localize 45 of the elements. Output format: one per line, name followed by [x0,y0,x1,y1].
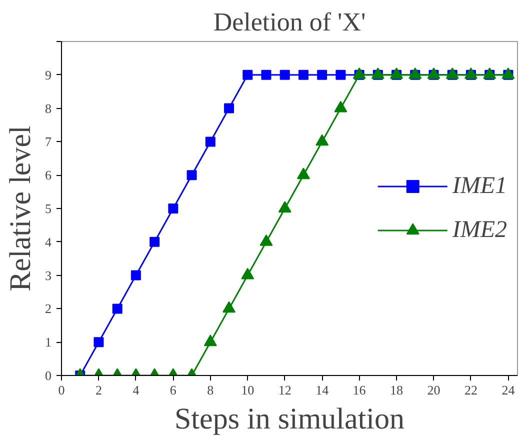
y-tick-label: 6 [45,168,52,183]
y-tick-label: 1 [45,334,52,350]
point [261,70,272,80]
x-tick-label: 18 [390,382,404,398]
x-tick-label: 16 [352,382,366,398]
x-tick-label: 14 [316,382,330,398]
y-tick-label: 0 [45,368,52,383]
y-tick-label: 7 [45,134,52,150]
legend-label: IME2 [452,216,507,244]
x-tick-label: 10 [241,382,254,398]
y-tick-label: 8 [45,100,52,116]
x-tick-label: 2 [95,382,102,398]
point [316,134,329,146]
x-tick-label: 12 [278,382,292,398]
x-tick-label: 24 [502,382,516,398]
y-axis-title: Relative level [4,126,37,292]
chart-title: Deletion of 'X' [213,8,366,36]
point [222,301,236,313]
point [204,334,217,346]
point [224,103,234,114]
y-tick-label: 4 [45,234,52,250]
x-tick-label: 20 [427,382,440,398]
y-tick-label: 5 [45,201,52,216]
point [280,70,290,80]
point [296,168,310,180]
y-tick-label: 9 [45,67,52,82]
y-tick-label: 2 [45,301,52,316]
x-axis-title: Steps in simulation [174,402,405,436]
point [336,70,346,80]
point [298,70,308,80]
y-tick-label: 3 [45,268,52,283]
x-tick-label: 6 [170,382,177,398]
x-tick-label: 4 [132,382,140,398]
legend-label: IME1 [452,172,507,200]
x-tick-label: 22 [464,382,478,398]
point [205,136,216,147]
point [260,234,273,246]
x-tick-label: 8 [207,382,214,398]
x-tick-label: 0 [58,382,65,398]
point [317,70,328,80]
point [241,268,254,280]
point [278,201,292,212]
point [242,70,253,80]
point [334,100,348,112]
point [186,170,197,180]
